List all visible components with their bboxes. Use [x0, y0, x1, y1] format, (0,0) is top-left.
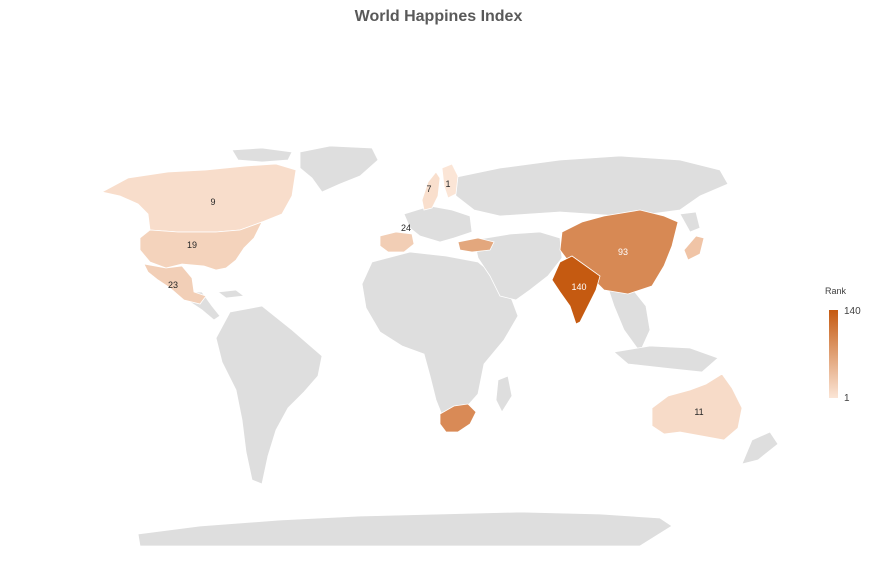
- country-japan: [683, 235, 705, 261]
- country-turkey: [457, 237, 495, 253]
- country-canada: [100, 163, 297, 233]
- label-australia: 11: [694, 407, 703, 417]
- country-spain: [379, 231, 415, 253]
- legend-max-label: 140: [844, 306, 861, 317]
- label-canada: 9: [210, 197, 215, 207]
- label-united-states: 19: [187, 240, 197, 250]
- legend-title: Rank: [825, 286, 847, 296]
- country-mexico: [143, 263, 207, 305]
- label-spain: 24: [401, 223, 411, 233]
- label-india: 140: [571, 282, 586, 292]
- ranked-countries: [100, 163, 743, 441]
- label-china: 93: [618, 247, 628, 257]
- legend-color-scale: [829, 310, 838, 398]
- country-south-africa: [439, 403, 477, 433]
- label-finland: 1: [445, 179, 450, 189]
- country-australia: [651, 373, 743, 441]
- country-finland: [441, 163, 459, 199]
- label-mexico: 23: [168, 280, 178, 290]
- map-title: World Happines Index: [354, 8, 523, 25]
- rank-labels: 1 7 9 11 19 23 24 93 140: [168, 179, 704, 417]
- country-sweden: [421, 171, 441, 211]
- country-india: [551, 255, 601, 325]
- label-sweden: 7: [426, 184, 431, 194]
- legend-min-label: 1: [844, 393, 850, 404]
- base-land: [137, 145, 779, 547]
- country-united-states: [139, 221, 263, 271]
